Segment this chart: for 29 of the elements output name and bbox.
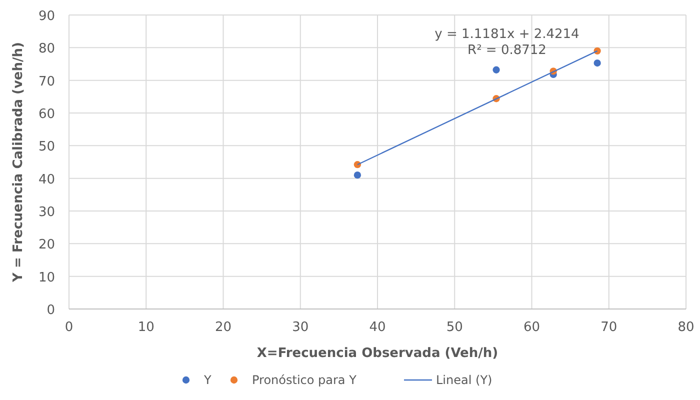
y-tick-label: 50 [38, 140, 55, 155]
legend-label: Pronóstico para Y [252, 373, 358, 387]
legend-label: Lineal (Y) [436, 373, 492, 387]
annotation: R² = 0.8712 [468, 43, 546, 58]
y-tick-label: 0 [46, 303, 55, 318]
x-tick-label: 70 [600, 320, 618, 335]
x-axis-title: X=Frecuencia Observada (Veh/h) [256, 346, 498, 361]
y-tick-label: 90 [38, 9, 55, 24]
point [354, 172, 362, 179]
annotation: y = 1.1181x + 2.4214 [434, 27, 580, 42]
y-tick-label: 10 [38, 270, 55, 286]
x-tick-label: 20 [214, 320, 232, 335]
y-tick-label: 70 [38, 74, 55, 90]
point [492, 66, 500, 74]
y-tick-label: 30 [38, 205, 55, 220]
x-tick-label: 10 [138, 320, 154, 335]
y-tick-label: 60 [38, 107, 55, 122]
y-tick-label: 20 [38, 238, 55, 253]
x-tick-label: 0 [64, 320, 74, 335]
x-tick-label: 40 [369, 320, 386, 335]
x-tick-label: 50 [446, 320, 463, 335]
x-tick-label: 60 [523, 320, 540, 335]
point [594, 59, 601, 67]
y-tick-label: 80 [38, 42, 55, 57]
x-tick-label: 80 [678, 320, 694, 335]
legend-label: Y [203, 373, 212, 387]
y-axis-title: Y = Frecuencia Calibrada (veh/h) [11, 42, 26, 283]
x-tick-label: 30 [292, 320, 309, 335]
y-tick-label: 40 [38, 172, 55, 188]
